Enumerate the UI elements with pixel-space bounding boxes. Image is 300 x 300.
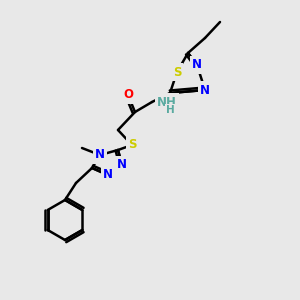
- Text: N: N: [200, 83, 210, 97]
- Text: S: S: [128, 139, 136, 152]
- Text: O: O: [123, 88, 133, 101]
- Text: N: N: [192, 58, 202, 71]
- Text: N: N: [95, 148, 105, 161]
- Text: N: N: [103, 169, 113, 182]
- Text: H: H: [166, 105, 175, 115]
- Text: NH: NH: [157, 95, 177, 109]
- Text: N: N: [117, 158, 127, 172]
- Text: S: S: [173, 65, 181, 79]
